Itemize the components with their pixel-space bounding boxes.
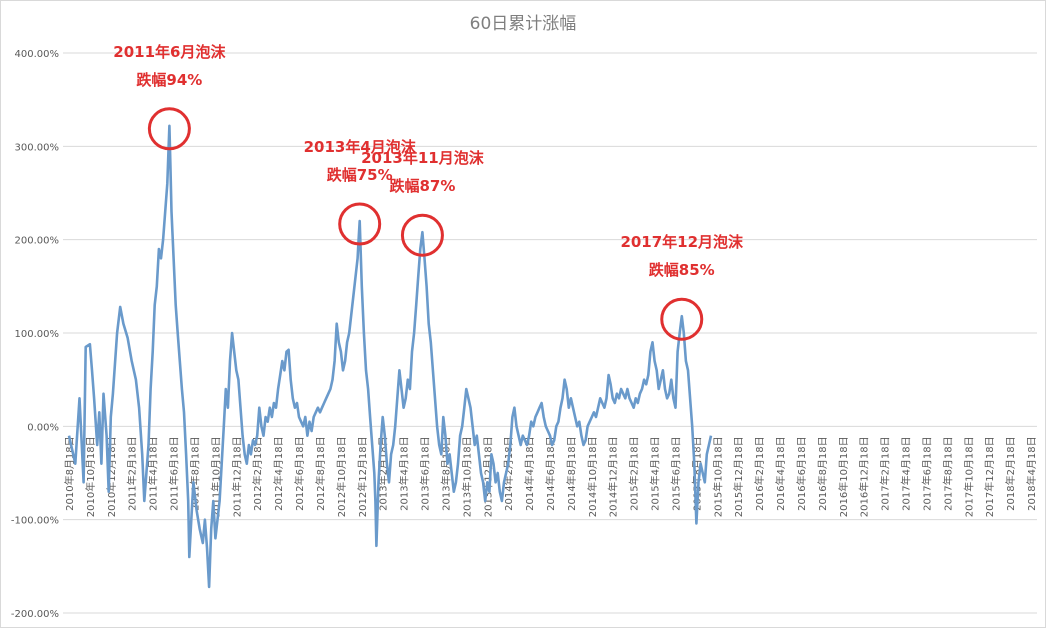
x-tick-label: 2017年6月18日 (920, 436, 933, 511)
x-tick-label: 2013年6月18日 (419, 436, 432, 511)
x-tick-label: 2016年10月18日 (837, 436, 850, 517)
x-tick-label: 2016年6月18日 (795, 436, 808, 511)
x-tick-label: 2011年2月18日 (126, 436, 139, 511)
annotation-label: 2011年6月泡沫 (113, 43, 226, 61)
x-tick-label: 2011年4月18日 (147, 436, 160, 511)
y-axis-tick-labels: 400.00% 300.00% 200.00% 100.00% 0.00% -100.00… (11, 49, 59, 620)
x-tick-label: 2014年10月18日 (586, 436, 599, 517)
annotation-circle (400, 213, 444, 257)
x-tick-label: 2010年8月18日 (63, 436, 76, 511)
y-tick-label: -200.00% (11, 609, 59, 620)
annotation-label: 2017年12月泡沫 (620, 233, 744, 251)
gridlines (63, 52, 1037, 614)
x-tick-label: 2012年4月18日 (272, 436, 285, 511)
y-tick-label: 400.00% (15, 49, 60, 60)
series-line (67, 124, 713, 589)
y-tick-label: 0.00% (27, 422, 59, 433)
annotation-drop-label: 跌幅85% (649, 261, 715, 279)
x-tick-label: 2016年12月18日 (858, 436, 871, 517)
y-tick-label: 300.00% (15, 142, 60, 153)
annotation-drop-label: 跌幅75% (327, 166, 393, 184)
annotations-group: 2011年6月泡沫跌幅94%2013年4月泡沫跌幅75%2013年11月泡沫跌幅… (113, 43, 744, 341)
x-tick-label: 2017年8月18日 (941, 436, 954, 511)
x-tick-label: 2014年12月18日 (607, 436, 620, 517)
x-tick-label: 2014年6月18日 (544, 436, 557, 511)
x-tick-label: 2013年4月18日 (398, 436, 411, 511)
x-axis-tick-labels: 2010年8月18日 2010年10月18日 2010年12月18日 2011年2月1… (63, 436, 1038, 517)
x-tick-label: 2016年4月18日 (774, 436, 787, 511)
x-tick-label: 2014年4月18日 (523, 436, 536, 511)
x-tick-label: 2018年2月18日 (1004, 436, 1017, 511)
annotation-circle (147, 107, 191, 151)
x-tick-label: 2012年10月18日 (335, 436, 348, 517)
x-tick-label: 2013年12月18日 (481, 436, 494, 517)
x-tick-label: 2012年8月18日 (314, 436, 327, 511)
x-tick-label: 2014年2月18日 (502, 436, 515, 511)
x-tick-label: 2011年12月18日 (230, 436, 243, 517)
annotation-circle (338, 202, 382, 246)
annotation-circle (660, 297, 704, 341)
y-tick-label: 200.00% (15, 236, 60, 247)
x-tick-label: 2016年8月18日 (816, 436, 829, 511)
x-tick-label: 2017年10月18日 (962, 436, 975, 517)
annotation-drop-label: 跌幅87% (389, 177, 455, 195)
series-group (67, 124, 713, 589)
x-tick-label: 2016年2月18日 (753, 436, 766, 511)
x-tick-label: 2015年2月18日 (628, 436, 641, 511)
x-tick-label: 2015年6月18日 (669, 436, 682, 511)
chart-title: 60日累计涨幅 (470, 14, 577, 34)
x-tick-label: 2015年10月18日 (711, 436, 724, 517)
x-tick-label: 2015年4月18日 (649, 436, 662, 511)
y-tick-label: -100.00% (11, 516, 59, 527)
x-tick-label: 2017年4月18日 (900, 436, 913, 511)
y-tick-label: 100.00% (15, 329, 60, 340)
annotation-label: 2013年4月泡沫 (304, 138, 417, 156)
x-tick-label: 2012年12月18日 (356, 436, 369, 517)
x-tick-label: 2017年2月18日 (879, 436, 892, 511)
x-tick-label: 2018年4月18日 (1025, 436, 1038, 511)
annotation-label: 2013年11月泡沫 (361, 149, 485, 167)
x-tick-label: 2013年10月18日 (460, 436, 473, 517)
x-tick-label: 2010年10月18日 (84, 436, 97, 517)
annotation-drop-label: 跌幅94% (136, 71, 202, 89)
x-tick-label: 2017年12月18日 (983, 436, 996, 517)
x-tick-label: 2012年2月18日 (251, 436, 264, 511)
x-tick-label: 2014年8月18日 (565, 436, 578, 511)
x-tick-label: 2015年12月18日 (732, 436, 745, 517)
x-tick-label: 2012年6月18日 (293, 436, 306, 511)
x-tick-label: 2011年6月18日 (168, 436, 181, 511)
